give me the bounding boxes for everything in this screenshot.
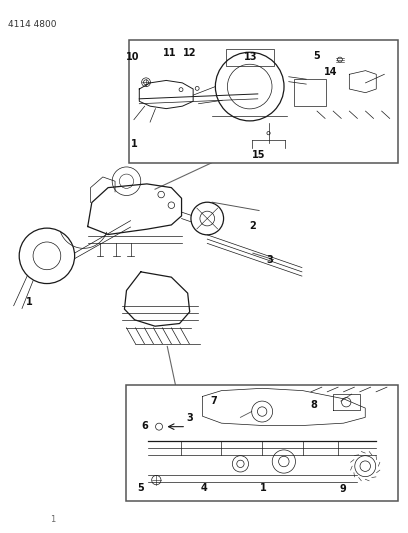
- Text: 1: 1: [51, 515, 55, 524]
- Text: 10: 10: [126, 52, 140, 62]
- Text: 15: 15: [252, 150, 266, 159]
- Text: 2: 2: [250, 221, 256, 231]
- Bar: [226, 49, 274, 66]
- Text: 1: 1: [26, 297, 33, 307]
- Text: 4114 4800: 4114 4800: [8, 20, 57, 29]
- Text: 1: 1: [131, 139, 138, 149]
- Text: 13: 13: [244, 52, 258, 62]
- Text: 5: 5: [137, 483, 144, 492]
- Text: 3: 3: [266, 255, 273, 264]
- Text: 7: 7: [211, 396, 217, 406]
- Text: 12: 12: [183, 49, 197, 58]
- Text: 1: 1: [260, 483, 266, 492]
- Text: 11: 11: [162, 49, 176, 58]
- Text: 14: 14: [324, 67, 337, 77]
- Text: 9: 9: [339, 484, 346, 494]
- Text: 5: 5: [313, 51, 319, 61]
- Text: 4: 4: [201, 483, 207, 492]
- Bar: [126, 385, 398, 501]
- Bar: [129, 40, 398, 163]
- Text: 3: 3: [186, 414, 193, 423]
- Bar: [294, 79, 326, 106]
- Text: 8: 8: [311, 400, 317, 410]
- Text: 6: 6: [142, 422, 148, 431]
